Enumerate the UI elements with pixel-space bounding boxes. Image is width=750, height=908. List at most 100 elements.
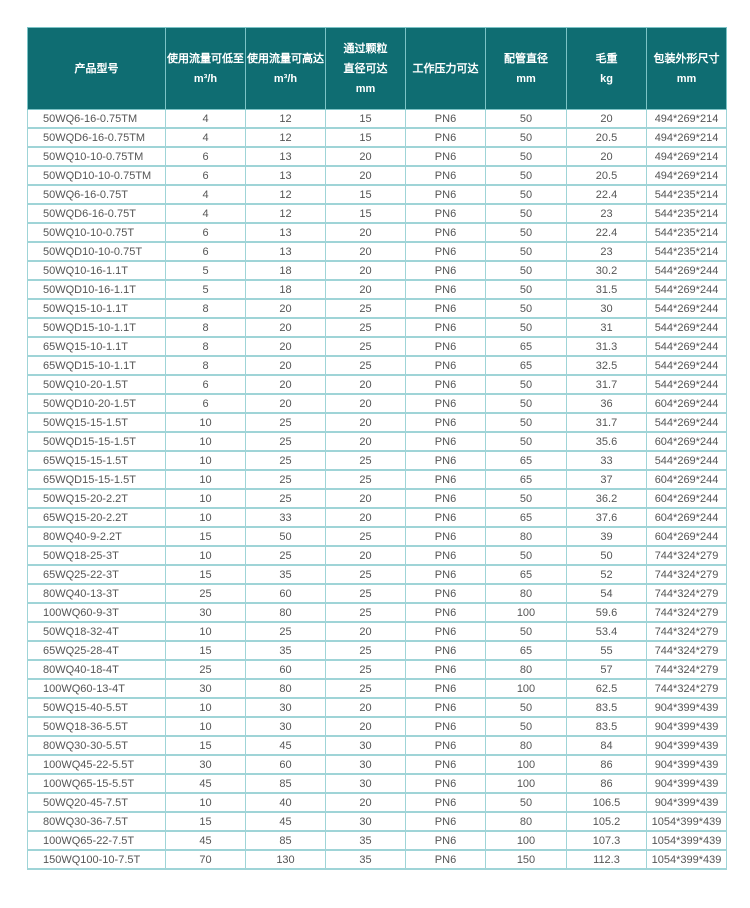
cell-max-flow: 25 (245, 621, 326, 642)
header-particle-diameter: 通过颗粒 直径可达 mm (325, 27, 406, 110)
cell-max-flow: 20 (245, 374, 326, 395)
cell-particle-diameter: 30 (325, 735, 406, 756)
cell-pipe-diameter: 65 (485, 336, 567, 357)
cell-pipe-diameter: 100 (485, 830, 567, 851)
cell-working-pressure: PN6 (405, 849, 486, 870)
table-row: 65WQ25-28-4T 15 35 25 PN6 65 55 744*324*279 (27, 640, 727, 661)
table-row: 100WQ60-9-3T 30 80 25 PN6 100 59.6 744*324*279 (27, 602, 727, 623)
header-min-flow: 使用流量可低至 m³/h (165, 27, 246, 110)
cell-model: 50WQ10-10-0.75T (27, 222, 166, 243)
cell-min-flow: 15 (165, 811, 246, 832)
header-text: kg (600, 72, 613, 85)
table-row: 50WQD10-16-1.1T 5 18 20 PN6 50 31.5 544*269*244 (27, 279, 727, 300)
cell-package-size: 744*324*279 (646, 621, 727, 642)
cell-working-pressure: PN6 (405, 222, 486, 243)
cell-max-flow: 45 (245, 735, 326, 756)
cell-min-flow: 6 (165, 146, 246, 167)
cell-package-size: 904*399*439 (646, 697, 727, 718)
table-row: 100WQ65-15-5.5T 45 85 30 PN6 100 86 904*399*439 (27, 773, 727, 794)
cell-model: 65WQ15-10-1.1T (27, 336, 166, 357)
cell-particle-diameter: 20 (325, 165, 406, 186)
table-row: 50WQ10-20-1.5T 6 20 20 PN6 50 31.7 544*269*244 (27, 374, 727, 395)
cell-min-flow: 25 (165, 583, 246, 604)
cell-model: 80WQ30-36-7.5T (27, 811, 166, 832)
cell-model: 50WQ15-10-1.1T (27, 298, 166, 319)
cell-min-flow: 10 (165, 412, 246, 433)
cell-max-flow: 25 (245, 412, 326, 433)
cell-package-size: 544*269*244 (646, 412, 727, 433)
cell-min-flow: 15 (165, 526, 246, 547)
cell-pipe-diameter: 50 (485, 127, 567, 148)
cell-gross-weight: 22.4 (566, 184, 647, 205)
cell-pipe-diameter: 50 (485, 241, 567, 262)
cell-gross-weight: 39 (566, 526, 647, 547)
cell-particle-diameter: 15 (325, 184, 406, 205)
cell-package-size: 904*399*439 (646, 716, 727, 737)
cell-max-flow: 12 (245, 184, 326, 205)
cell-model: 65WQ25-22-3T (27, 564, 166, 585)
cell-working-pressure: PN6 (405, 621, 486, 642)
cell-particle-diameter: 25 (325, 678, 406, 699)
cell-particle-diameter: 20 (325, 697, 406, 718)
cell-max-flow: 18 (245, 279, 326, 300)
cell-max-flow: 20 (245, 317, 326, 338)
cell-pipe-diameter: 100 (485, 754, 567, 775)
cell-gross-weight: 20.5 (566, 165, 647, 186)
cell-model: 80WQ40-9-2.2T (27, 526, 166, 547)
cell-working-pressure: PN6 (405, 811, 486, 832)
cell-max-flow: 13 (245, 222, 326, 243)
cell-package-size: 744*324*279 (646, 602, 727, 623)
cell-min-flow: 30 (165, 602, 246, 623)
cell-pipe-diameter: 50 (485, 431, 567, 452)
cell-package-size: 604*269*244 (646, 469, 727, 490)
cell-max-flow: 35 (245, 564, 326, 585)
cell-pipe-diameter: 65 (485, 640, 567, 661)
cell-min-flow: 6 (165, 222, 246, 243)
cell-max-flow: 33 (245, 507, 326, 528)
cell-package-size: 544*269*244 (646, 374, 727, 395)
cell-gross-weight: 31.3 (566, 336, 647, 357)
table-row: 65WQD15-10-1.1T 8 20 25 PN6 65 32.5 544*269*244 (27, 355, 727, 376)
cell-package-size: 544*269*244 (646, 279, 727, 300)
cell-pipe-diameter: 50 (485, 184, 567, 205)
cell-particle-diameter: 20 (325, 792, 406, 813)
cell-model: 65WQ15-20-2.2T (27, 507, 166, 528)
table-row: 80WQ40-13-3T 25 60 25 PN6 80 54 744*324*279 (27, 583, 727, 604)
cell-min-flow: 8 (165, 336, 246, 357)
cell-package-size: 544*235*214 (646, 241, 727, 262)
cell-working-pressure: PN6 (405, 298, 486, 319)
cell-min-flow: 10 (165, 507, 246, 528)
header-gross-weight: 毛重 kg (566, 27, 647, 110)
cell-model: 50WQ6-16-0.75T (27, 184, 166, 205)
cell-particle-diameter: 20 (325, 431, 406, 452)
cell-min-flow: 70 (165, 849, 246, 870)
cell-pipe-diameter: 65 (485, 564, 567, 585)
table-row: 50WQ20-45-7.5T 10 40 20 PN6 50 106.5 904*399*43… (27, 792, 727, 813)
cell-pipe-diameter: 150 (485, 849, 567, 870)
table-row: 50WQD10-10-0.75TM 6 13 20 PN6 50 20.5 494*269*2… (27, 165, 727, 186)
table-row: 50WQD6-16-0.75TM 4 12 15 PN6 50 20.5 494*269*21… (27, 127, 727, 148)
cell-gross-weight: 59.6 (566, 602, 647, 623)
header-max-flow: 使用流量可高达 m³/h (245, 27, 326, 110)
cell-particle-diameter: 25 (325, 450, 406, 471)
cell-working-pressure: PN6 (405, 109, 486, 129)
cell-particle-diameter: 25 (325, 564, 406, 585)
table-row: 65WQD15-15-1.5T 10 25 25 PN6 65 37 604*269*244 (27, 469, 727, 490)
header-text: 通过颗粒 (343, 42, 388, 55)
table-row: 50WQ18-36-5.5T 10 30 20 PN6 50 83.5 904*399*439 (27, 716, 727, 737)
cell-model: 50WQ10-20-1.5T (27, 374, 166, 395)
cell-gross-weight: 57 (566, 659, 647, 680)
cell-max-flow: 12 (245, 109, 326, 129)
table-row: 50WQ15-40-5.5T 10 30 20 PN6 50 83.5 904*399*439 (27, 697, 727, 718)
header-text: 直径可达 (343, 62, 388, 75)
cell-model: 50WQ15-20-2.2T (27, 488, 166, 509)
cell-package-size: 544*269*244 (646, 298, 727, 319)
cell-min-flow: 30 (165, 678, 246, 699)
cell-gross-weight: 20 (566, 109, 647, 129)
cell-package-size: 494*269*214 (646, 165, 727, 186)
cell-gross-weight: 62.5 (566, 678, 647, 699)
cell-working-pressure: PN6 (405, 469, 486, 490)
cell-particle-diameter: 20 (325, 507, 406, 528)
cell-gross-weight: 23 (566, 203, 647, 224)
cell-min-flow: 45 (165, 773, 246, 794)
